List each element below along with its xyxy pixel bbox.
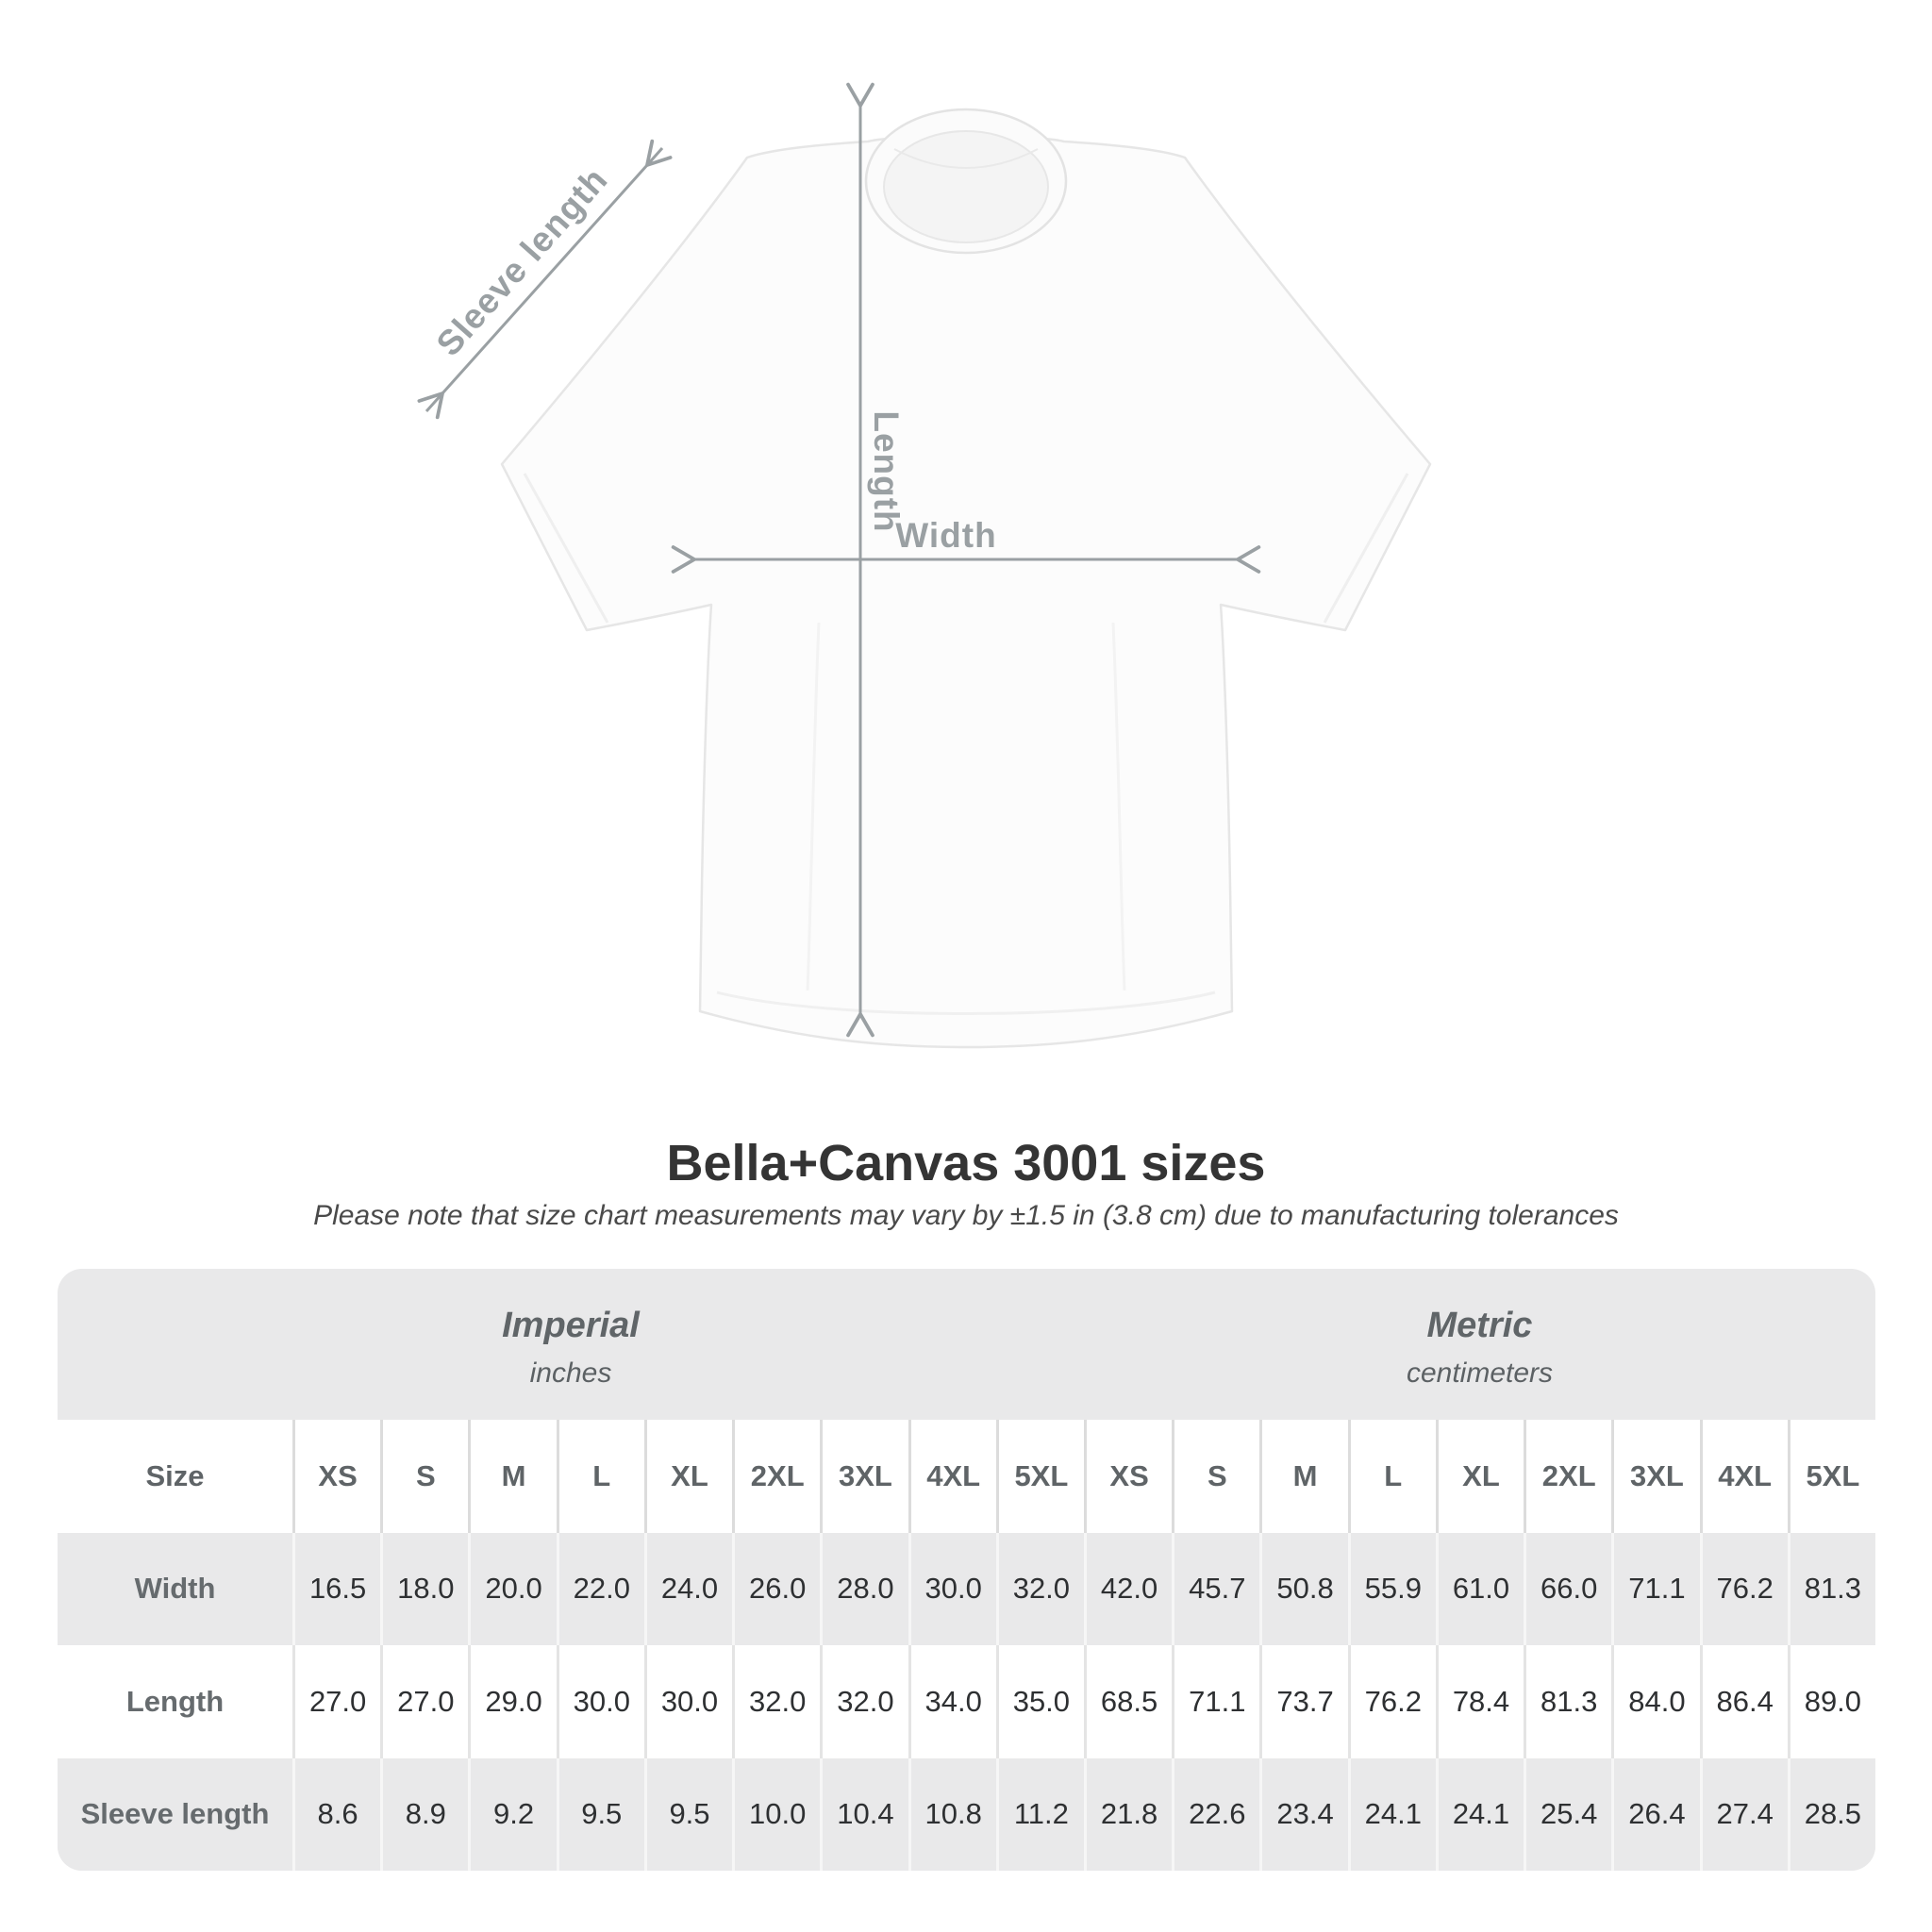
table-cell: 22.6 (1172, 1757, 1260, 1871)
table-cell: 50.8 (1259, 1532, 1348, 1645)
table-cell: 9.5 (643, 1757, 733, 1871)
table-cell: 32.0 (995, 1532, 1084, 1645)
table-cell: 11.2 (995, 1757, 1084, 1871)
table-cell: 9.2 (468, 1757, 557, 1871)
tshirt-measurement-diagram: Sleeve length Length Width (417, 82, 1432, 1049)
table-cell: 8.6 (292, 1757, 381, 1871)
unit-group-metric: Metric centimeters (1084, 1269, 1875, 1420)
table-cell: 71.1 (1172, 1645, 1260, 1758)
unit-group-imperial: Imperial inches (58, 1269, 1084, 1420)
table-cell: 9.5 (556, 1757, 644, 1871)
table-cell: 42.0 (1083, 1532, 1173, 1645)
length-label: Length (867, 410, 906, 532)
table-cell: 27.4 (1699, 1757, 1788, 1871)
table-cell: 68.5 (1083, 1645, 1173, 1758)
table-cell: 89.0 (1787, 1645, 1875, 1758)
page-title: Bella+Canvas 3001 sizes (666, 1135, 1266, 1191)
table-cell: 30.0 (908, 1532, 996, 1645)
table-cell: 81.3 (1787, 1532, 1875, 1645)
row-label: Width (58, 1532, 292, 1645)
size-header-metric-m: M (1259, 1420, 1348, 1533)
row-label: Sleeve length (58, 1757, 292, 1871)
table-cell: 10.4 (820, 1757, 908, 1871)
table-cell: 18.0 (380, 1532, 469, 1645)
table-cell: 20.0 (468, 1532, 557, 1645)
table-cell: 26.0 (732, 1532, 821, 1645)
table-cell: 16.5 (292, 1532, 381, 1645)
table-cell: 22.0 (556, 1532, 644, 1645)
table-cell: 76.2 (1699, 1532, 1788, 1645)
table-cell: 10.0 (732, 1757, 821, 1871)
table-cell: 23.4 (1259, 1757, 1348, 1871)
table-cell: 28.5 (1787, 1757, 1875, 1871)
tshirt-illustration (500, 108, 1432, 1049)
size-header-metric-5xl: 5XL (1787, 1420, 1875, 1533)
size-header-metric-l: L (1347, 1420, 1436, 1533)
table-cell: 34.0 (908, 1645, 996, 1758)
imperial-heading: Imperial (502, 1305, 640, 1345)
size-header-imperial-m: M (468, 1420, 557, 1533)
size-header-metric-3xl: 3XL (1611, 1420, 1700, 1533)
sleeve-arrow-extension-top (645, 147, 664, 166)
table-cell: 66.0 (1524, 1532, 1612, 1645)
size-header-imperial-xl: XL (643, 1420, 733, 1533)
table-cell: 32.0 (820, 1645, 908, 1758)
row-label: Length (58, 1645, 292, 1758)
table-cell: 21.8 (1083, 1757, 1173, 1871)
size-column-header: Size (58, 1420, 292, 1533)
table-cell: 73.7 (1259, 1645, 1348, 1758)
size-header-imperial-3xl: 3XL (820, 1420, 908, 1533)
table-cell: 84.0 (1611, 1645, 1700, 1758)
table-cell: 55.9 (1347, 1532, 1436, 1645)
metric-unit: centimeters (1406, 1357, 1554, 1389)
table-cell: 28.0 (820, 1532, 908, 1645)
table-cell: 27.0 (380, 1645, 469, 1758)
sleeve-length-arrow (417, 139, 673, 420)
table-cell: 26.4 (1611, 1757, 1700, 1871)
table-cell: 32.0 (732, 1645, 821, 1758)
table-cell: 24.0 (643, 1532, 733, 1645)
width-label: Width (895, 516, 996, 555)
sleeve-length-label: Sleeve length (429, 160, 615, 364)
table-cell: 81.3 (1524, 1645, 1612, 1758)
table-cell: 10.8 (908, 1757, 996, 1871)
sleeve-arrow-extension-bottom (425, 391, 444, 413)
size-header-imperial-4xl: 4XL (908, 1420, 996, 1533)
size-header-metric-s: S (1172, 1420, 1260, 1533)
table-cell: 29.0 (468, 1645, 557, 1758)
size-header-imperial-5xl: 5XL (995, 1420, 1084, 1533)
table-cell: 8.9 (380, 1757, 469, 1871)
table-cell: 61.0 (1435, 1532, 1524, 1645)
table-cell: 30.0 (556, 1645, 644, 1758)
table-cell: 27.0 (292, 1645, 381, 1758)
size-header-imperial-l: L (556, 1420, 644, 1533)
size-header-metric-2xl: 2XL (1524, 1420, 1612, 1533)
table-cell: 76.2 (1347, 1645, 1436, 1758)
size-header-imperial-s: S (380, 1420, 469, 1533)
size-header-metric-xs: XS (1083, 1420, 1173, 1533)
table-cell: 71.1 (1611, 1532, 1700, 1645)
imperial-unit: inches (529, 1357, 612, 1389)
size-header-imperial-2xl: 2XL (732, 1420, 821, 1533)
size-table-grid: Imperial inches Metric centimeters Size … (58, 1269, 1875, 1871)
size-header-metric-xl: XL (1435, 1420, 1524, 1533)
tolerance-note: Please note that size chart measurements… (313, 1200, 1619, 1231)
table-cell: 78.4 (1435, 1645, 1524, 1758)
table-cell: 25.4 (1524, 1757, 1612, 1871)
table-cell: 45.7 (1172, 1532, 1260, 1645)
size-header-imperial-xs: XS (292, 1420, 381, 1533)
table-cell: 30.0 (643, 1645, 733, 1758)
table-cell: 35.0 (995, 1645, 1084, 1758)
metric-heading: Metric (1426, 1305, 1533, 1345)
size-header-metric-4xl: 4XL (1699, 1420, 1788, 1533)
table-cell: 24.1 (1347, 1757, 1436, 1871)
table-cell: 86.4 (1699, 1645, 1788, 1758)
table-cell: 24.1 (1435, 1757, 1524, 1871)
